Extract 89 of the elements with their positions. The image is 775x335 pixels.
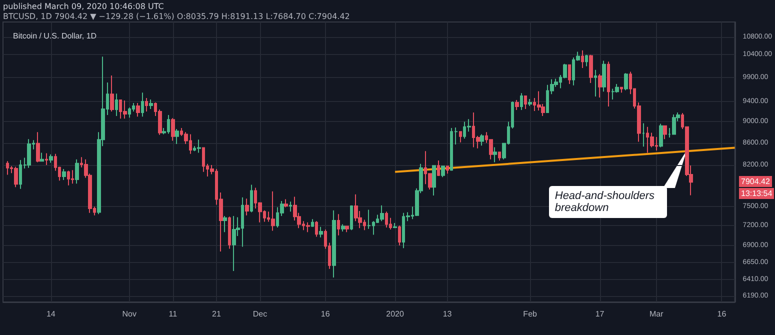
callout-box: Head-and-shoulders breakdown [548, 186, 667, 218]
x-tick-label: Nov [122, 310, 136, 318]
x-tick-label: 21 [212, 310, 222, 318]
candlestick [250, 184, 253, 213]
chart-subtitle: BTCUSD, 1D 7904.42 ▼ −129.28 (−1.61%) O:8035.79 H:8191.13 L:7684.70 C:7904.42 [3, 12, 350, 21]
candlestick [27, 138, 31, 168]
candlestick [271, 190, 275, 232]
x-tick-label: Mar [650, 310, 664, 318]
candlestick [528, 98, 532, 106]
candlestick [515, 99, 519, 110]
x-tick-label: 11 [168, 310, 178, 318]
candlestick [149, 98, 153, 110]
x-tick-label: 16 [717, 310, 727, 318]
candlestick [110, 74, 114, 112]
candlestick [123, 100, 127, 120]
candlestick [284, 198, 288, 208]
candlestick [393, 222, 397, 229]
candlestick [6, 160, 9, 176]
candlestick [594, 69, 597, 98]
candlestick [659, 123, 663, 148]
candlestick [332, 210, 336, 278]
candlestick [493, 146, 497, 163]
candlestick [319, 226, 323, 238]
candlestick [141, 92, 144, 118]
candlestick [663, 125, 667, 140]
candlestick [620, 86, 623, 94]
candlestick [385, 211, 388, 228]
candlestick [520, 92, 523, 110]
candlestick [337, 214, 340, 236]
candlestick [197, 139, 201, 154]
x-tick-label: 14 [46, 310, 56, 318]
candlestick [568, 64, 571, 84]
candlestick [524, 95, 527, 110]
candlestick [311, 218, 314, 228]
candlestick [171, 118, 175, 142]
candlestick [175, 128, 179, 144]
candlestick [232, 215, 236, 272]
candlestick [75, 158, 79, 184]
candlestick [145, 98, 148, 112]
x-tick-label: 16 [320, 310, 330, 318]
candlestick [446, 165, 449, 174]
candlestick [289, 201, 292, 212]
candlestick [202, 147, 205, 172]
candlestick [341, 224, 345, 232]
candlestick [223, 215, 227, 233]
candlestick [228, 216, 231, 250]
candlestick [624, 72, 628, 91]
text: published March 09, 2020 10:46:08 UTC [3, 2, 164, 11]
candlestick [607, 61, 610, 107]
candlestick [115, 93, 118, 117]
candlestick [398, 225, 401, 246]
candlestick [432, 165, 436, 196]
candlestick [589, 54, 593, 84]
x-tick-label: 17 [595, 310, 605, 318]
candlestick [611, 88, 615, 100]
x-tick-label: 2020 [386, 310, 404, 318]
candlestick [40, 152, 44, 162]
candlestick [441, 165, 445, 178]
text: 13:13:54 [739, 188, 774, 200]
x-tick-label: 13 [442, 310, 452, 318]
candlestick [345, 226, 349, 233]
candlestick [45, 152, 48, 166]
candlestick [14, 166, 18, 188]
text: 7904.42 [739, 176, 772, 188]
candlestick [459, 130, 462, 143]
candlestick [128, 106, 131, 118]
candlestick [245, 198, 249, 216]
x-tick-label: Dec [252, 310, 268, 318]
candlestick [71, 170, 74, 184]
candlestick [581, 50, 584, 69]
candlestick [36, 132, 40, 163]
candlestick [62, 168, 66, 181]
x-tick-label: Feb [523, 310, 538, 318]
text: Bitcoin / U.S. Dollar, 1D [13, 32, 97, 40]
candlestick [136, 102, 140, 118]
candlestick [585, 54, 588, 67]
candlestick [315, 220, 318, 238]
candlestick [672, 114, 676, 135]
candlestick [306, 222, 310, 233]
candlestick [498, 151, 501, 162]
candlestick [480, 134, 484, 146]
candlestick [642, 122, 645, 148]
candlestick [602, 60, 606, 92]
candlestick [380, 204, 384, 222]
candlestick [350, 204, 353, 231]
candlestick [67, 170, 70, 186]
candlestick [437, 160, 440, 176]
candlestick [49, 154, 53, 164]
candlestick [598, 74, 602, 98]
